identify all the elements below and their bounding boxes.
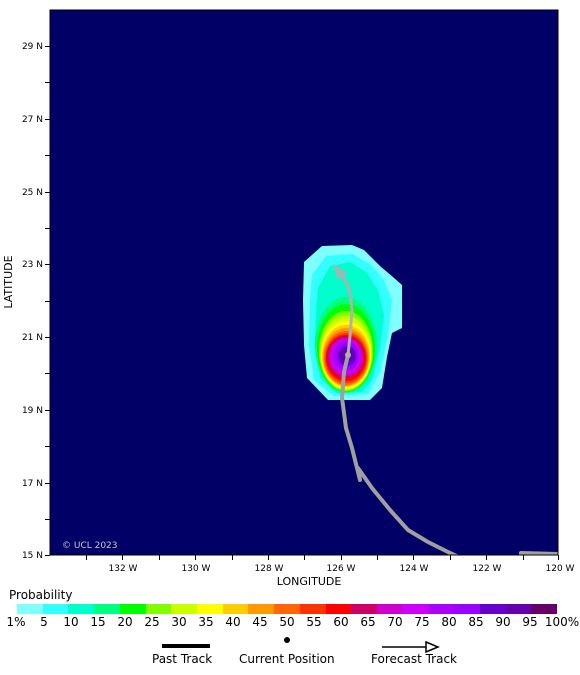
y-tick-labels: 29 N 27 N 25 N 23 N 21 N 19 N 17 N 15 N [22, 42, 43, 561]
colorbar-labels: 1% 5 10 15 20 25 30 35 40 45 50 55 60 65 70 75 80 85 90 95 1… [0, 615, 580, 631]
x-tick-label: 120 W [546, 564, 575, 574]
colorbar-swatch [299, 604, 326, 614]
colorbar-label: 60 [333, 615, 349, 629]
colorbar-label: 80 [441, 615, 457, 629]
forecast-track-icon [382, 640, 440, 654]
probability-field [303, 245, 402, 400]
x-tick-label: 130 W [182, 564, 211, 574]
colorbar-label: 100% [544, 615, 580, 629]
y-tick-label: 23 N [22, 260, 43, 270]
colorbar-label: 55 [306, 615, 322, 629]
current-position-icon [284, 637, 290, 643]
colorbar-label: 70 [387, 615, 403, 629]
y-tick-label: 15 N [22, 551, 43, 561]
x-tick-label: 132 W [109, 564, 138, 574]
colorbar-swatch [94, 604, 120, 614]
x-tick-label: 128 W [255, 564, 284, 574]
y-axis [45, 46, 50, 556]
colorbar-label: 50 [279, 615, 295, 629]
colorbar-swatch [325, 604, 352, 614]
current-position-label: Current Position [239, 652, 335, 666]
colorbar-label: 35 [198, 615, 214, 629]
colorbar-swatch [42, 604, 69, 614]
current-position-marker [345, 352, 351, 358]
watermark-text: © UCL 2023 [62, 541, 118, 551]
probability-colorbar [17, 604, 558, 614]
colorbar-label: 10 [63, 615, 79, 629]
y-tick-label: 29 N [22, 42, 43, 52]
forecast-arrowhead [333, 263, 347, 280]
x-axis [86, 555, 559, 560]
y-tick-label: 27 N [22, 115, 43, 125]
colorbar-swatch [68, 604, 95, 614]
colorbar-swatch [428, 604, 455, 614]
y-tick-label: 17 N [22, 479, 43, 489]
colorbar-label: 90 [495, 615, 511, 629]
colorbar-swatch [274, 604, 300, 614]
colorbar-swatch [145, 604, 172, 614]
colorbar-label: 95 [522, 615, 538, 629]
colorbar-swatch [454, 604, 480, 614]
colorbar-label: 20 [117, 615, 133, 629]
past-track-line [340, 353, 558, 555]
forecast-track-label: Forecast Track [371, 652, 457, 666]
x-tick-labels: 132 W 130 W 128 W 126 W 124 W 122 W 120 … [109, 564, 575, 574]
colorbar-label: 5 [40, 615, 48, 629]
colorbar-swatch [377, 604, 403, 614]
colorbar-label: 30 [171, 615, 187, 629]
x-tick-label: 124 W [400, 564, 429, 574]
colorbar-swatch [17, 604, 43, 614]
y-tick-label: 19 N [22, 406, 43, 416]
y-tick-label: 21 N [22, 333, 43, 343]
legend-title: Probability [9, 588, 73, 602]
colorbar-label: 45 [252, 615, 268, 629]
forecast-track-line [336, 269, 354, 356]
colorbar-swatch [248, 604, 275, 614]
colorbar-swatch [505, 604, 532, 614]
colorbar-label: 1% [6, 615, 26, 629]
colorbar-swatch [479, 604, 506, 614]
past-track-icon [162, 644, 210, 648]
x-tick-label: 122 W [473, 564, 502, 574]
colorbar-swatch [531, 604, 558, 614]
colorbar-label: 65 [360, 615, 376, 629]
colorbar-swatch [197, 604, 223, 614]
colorbar-swatch [351, 604, 378, 614]
colorbar-swatch [222, 604, 249, 614]
map-figure: 132 W 130 W 128 W 126 W 124 W 122 W 120 … [2, 9, 575, 588]
colorbar-label: 85 [468, 615, 484, 629]
colorbar-label: 40 [225, 615, 241, 629]
past-track-label: Past Track [152, 652, 213, 666]
colorbar-swatch [402, 604, 429, 614]
x-tick-label: 126 W [327, 564, 356, 574]
colorbar-label: 75 [414, 615, 430, 629]
colorbar-swatch [171, 604, 198, 614]
colorbar-label: 15 [90, 615, 106, 629]
x-axis-title: LONGITUDE [277, 575, 342, 588]
colorbar-label: 25 [144, 615, 160, 629]
y-axis-title: LATITUDE [2, 255, 15, 308]
y-tick-label: 25 N [22, 188, 43, 198]
colorbar-swatch [119, 604, 146, 614]
